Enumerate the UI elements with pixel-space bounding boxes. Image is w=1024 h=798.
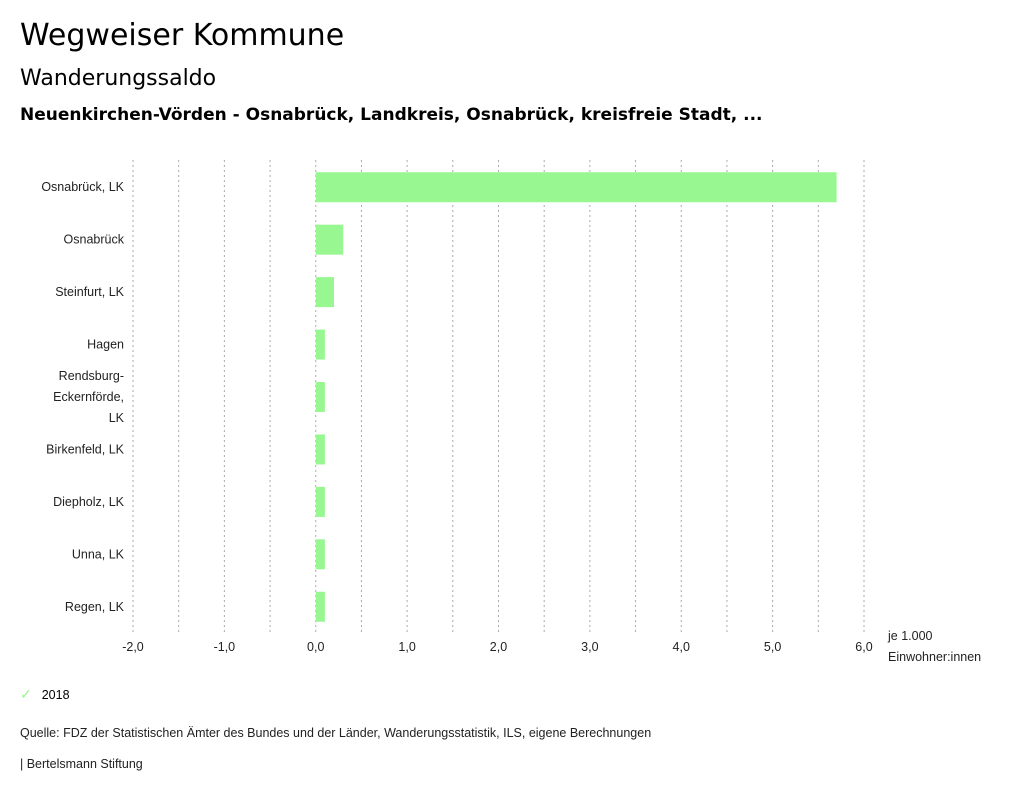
brand-note: | Bertelsmann Stiftung [20, 757, 143, 771]
x-tick-label: 5,0 [764, 640, 781, 654]
bar [315, 224, 344, 255]
x-tick-label: 4,0 [673, 640, 690, 654]
category-label: Steinfurt, LK [55, 285, 124, 299]
x-axis-label: je 1.000 [887, 629, 933, 643]
x-tick-label: -2,0 [122, 640, 144, 654]
category-label: Diepholz, LK [53, 495, 125, 509]
category-label: LK [109, 411, 125, 425]
bar [315, 539, 325, 570]
category-label: Hagen [87, 338, 124, 352]
bar [315, 277, 335, 308]
category-label: Eckernförde, [53, 390, 124, 404]
bar [315, 434, 325, 465]
check-icon: ✓ [20, 686, 32, 702]
category-label: Osnabrück [64, 233, 125, 247]
bar [315, 172, 837, 203]
category-label: Regen, LK [65, 600, 125, 614]
x-tick-label: 1,0 [398, 640, 415, 654]
category-label: Rendsburg- [59, 369, 124, 383]
page-title: Wegweiser Kommune [20, 18, 345, 53]
x-tick-label: -1,0 [214, 640, 236, 654]
x-tick-label: 2,0 [490, 640, 507, 654]
x-axis-label: Einwohner:innen [888, 650, 981, 664]
source-note: Quelle: FDZ der Statistischen Ämter des … [20, 726, 652, 740]
category-label: Unna, LK [72, 547, 125, 561]
bar [315, 382, 325, 412]
legend-item-2018[interactable]: ✓ 2018 [20, 686, 70, 703]
x-tick-label: 6,0 [855, 640, 872, 654]
region-title: Neuenkirchen-Vörden - Osnabrück, Landkre… [20, 105, 763, 125]
x-tick-label: 0,0 [307, 640, 324, 654]
bar [315, 486, 325, 517]
category-label: Birkenfeld, LK [46, 442, 124, 456]
category-label: Osnabrück, LK [41, 180, 124, 194]
bar-chart: Osnabrück, LK Osnabrück Steinfurt, LK Hagen… [41, 160, 981, 664]
chart-subtitle: Wanderungssaldo [20, 66, 217, 91]
bar [315, 591, 325, 622]
legend-label: 2018 [41, 687, 70, 702]
x-tick-label: 3,0 [581, 640, 598, 654]
bar [315, 329, 325, 360]
